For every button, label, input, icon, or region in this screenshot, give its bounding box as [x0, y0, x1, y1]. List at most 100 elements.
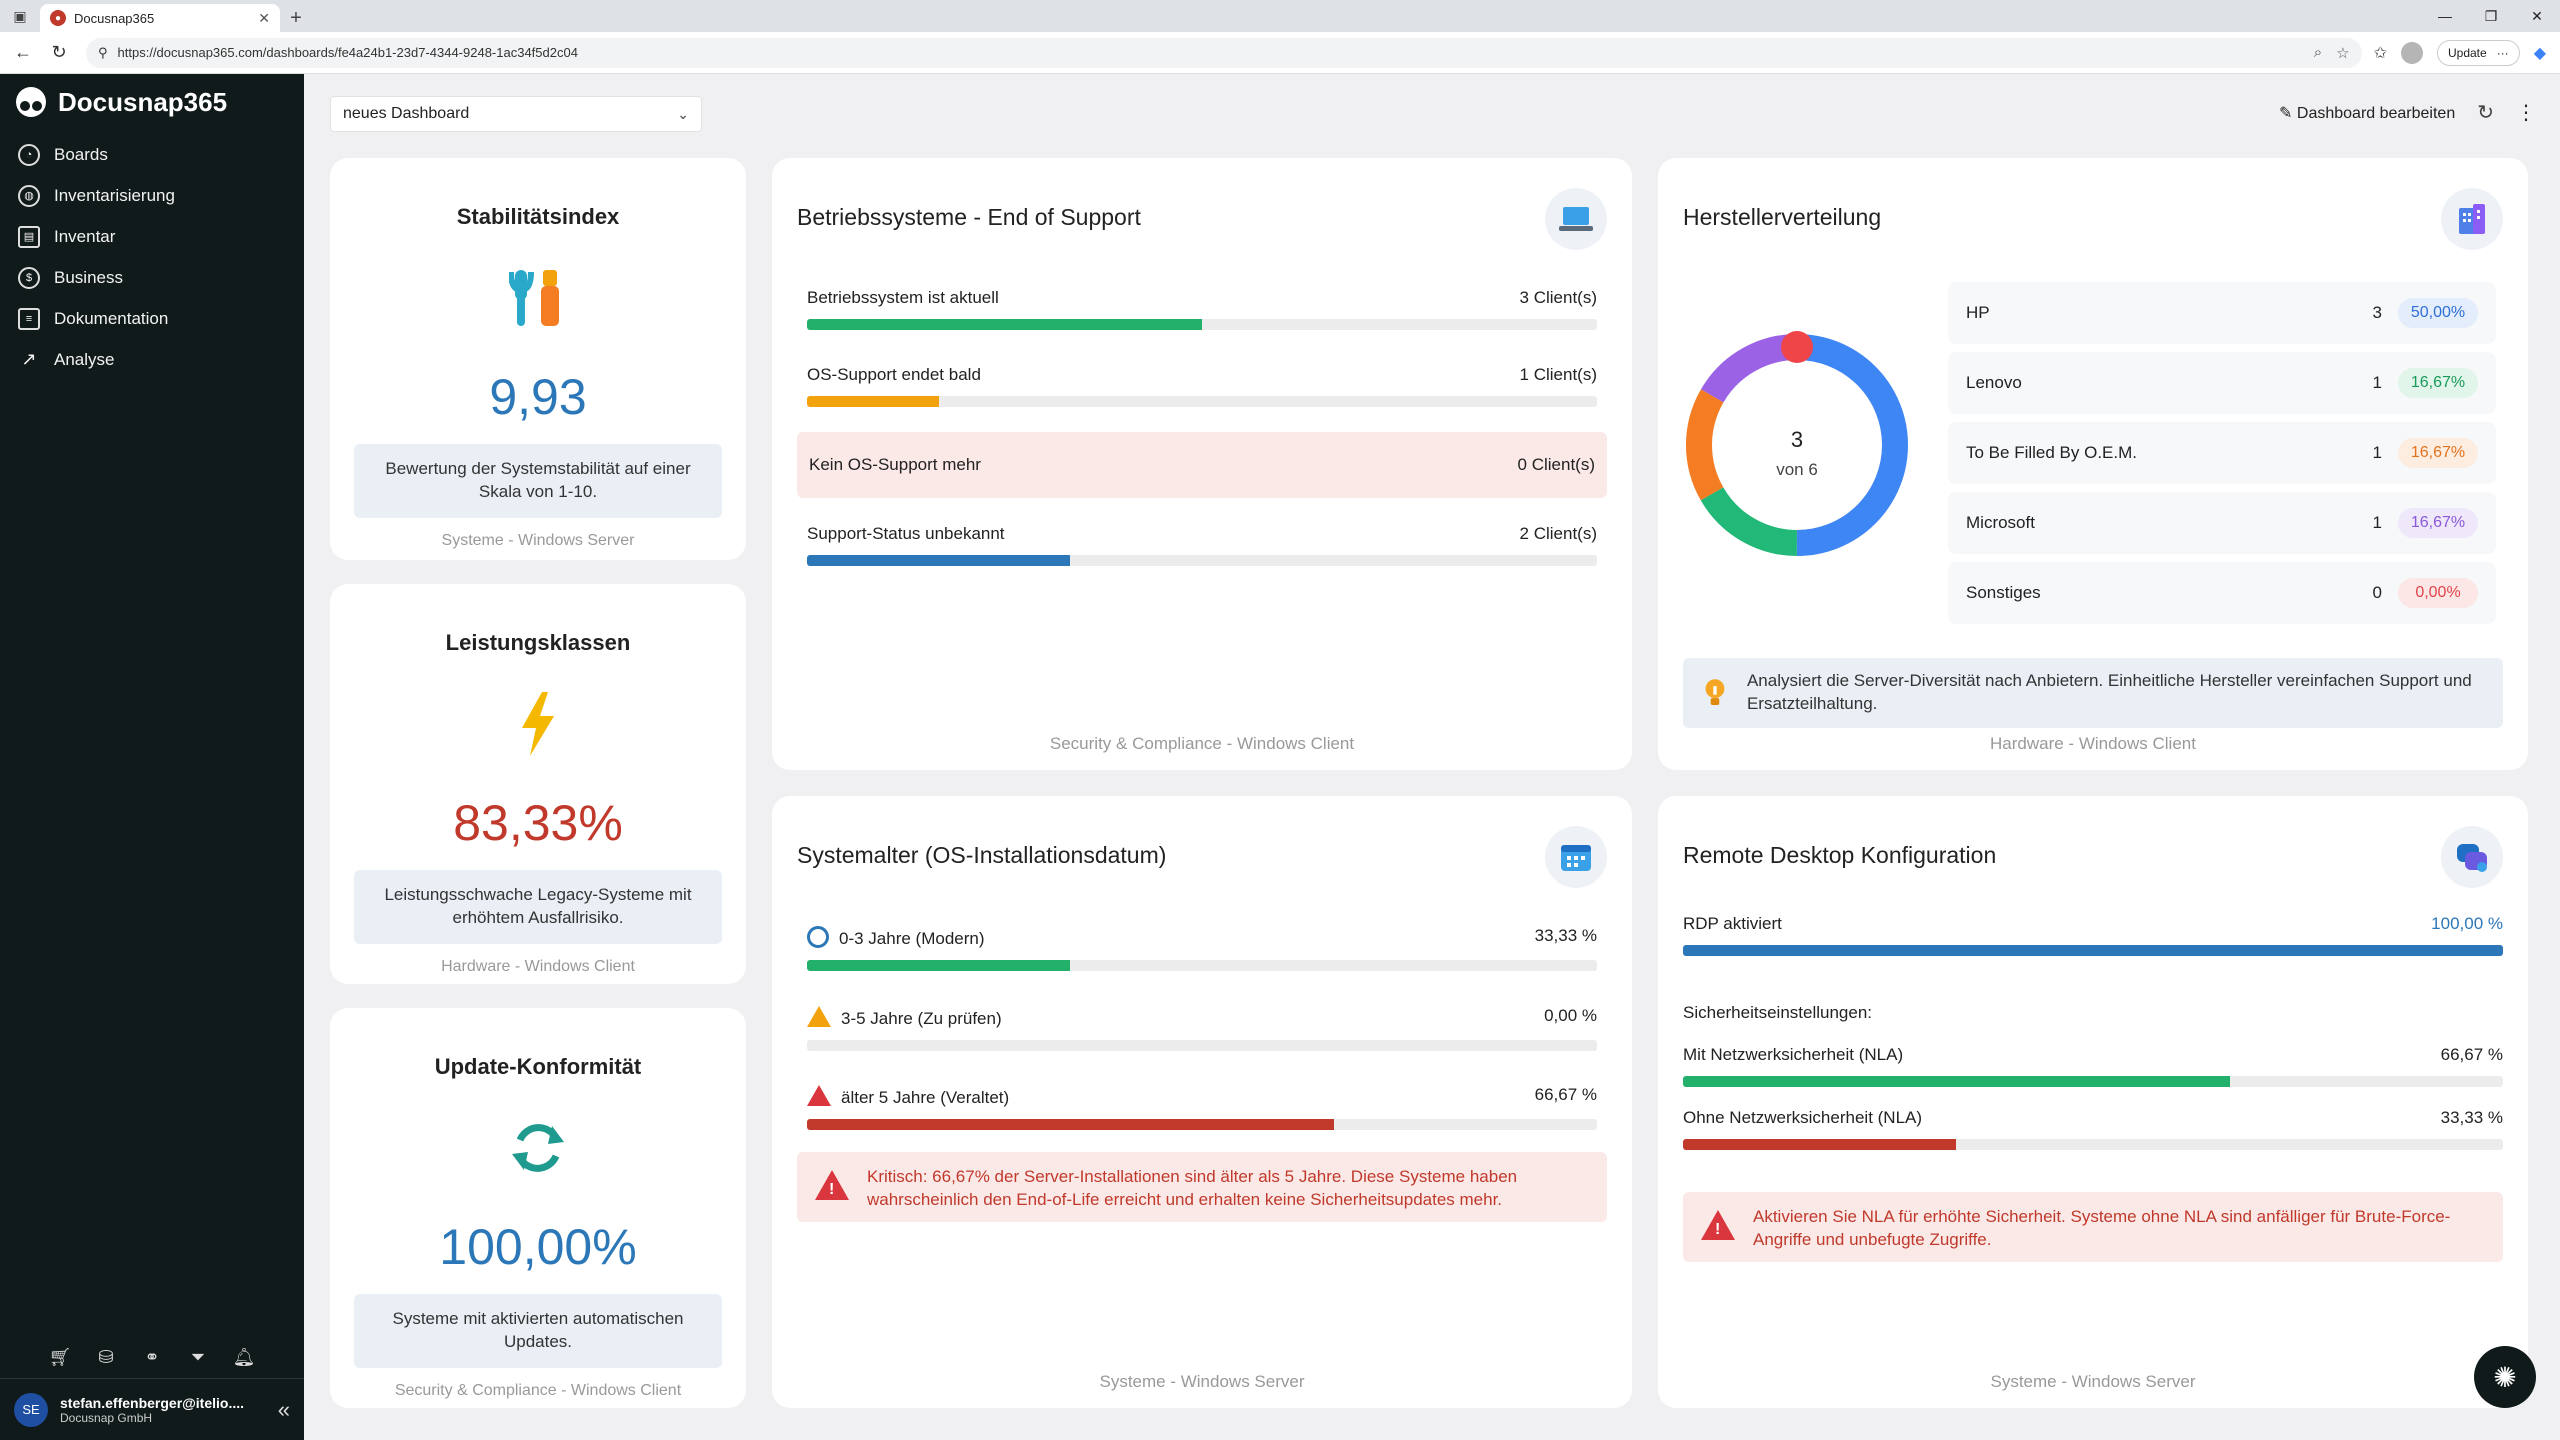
url-text: https://docusnap365.com/dashboards/fe4a2…	[117, 45, 578, 60]
sidebar-item-business[interactable]: $ Business	[0, 257, 304, 298]
favorites-icon[interactable]: ✩	[2373, 44, 2387, 62]
help-button[interactable]: ✺	[2474, 1346, 2536, 1408]
vendor-count: 0	[2372, 583, 2382, 602]
sidebar-item-dokumentation[interactable]: ≡ Dokumentation	[0, 298, 304, 339]
age-row: 3-5 Jahre (Zu prüfen) 0,00 %	[807, 1006, 1597, 1051]
vendor-name: To Be Filled By O.E.M.	[1966, 443, 2137, 462]
progress-track	[1683, 1076, 2503, 1087]
progress-track	[807, 555, 1597, 566]
avatar: SE	[14, 1392, 48, 1427]
refresh-icon[interactable]: ↻	[2477, 102, 2494, 124]
update-card: Update-Konformität 100,00% Systeme mit a…	[330, 1008, 746, 1408]
close-window-icon[interactable]: ✕	[2531, 7, 2543, 24]
tab-title: Docusnap365	[74, 10, 155, 26]
favorite-star-icon[interactable]: ☆	[2336, 44, 2350, 62]
user-profile[interactable]: SE stefan.effenberger@itelio.... Docusna…	[0, 1378, 304, 1440]
progress-track	[807, 319, 1597, 330]
tab-actions-icon[interactable]: ▣	[13, 7, 27, 24]
bell-icon[interactable]: 🔔︎	[232, 1347, 256, 1367]
card-footer: Security & Compliance - Windows Client	[394, 1381, 682, 1399]
row-value: 33,33 %	[2440, 1108, 2503, 1127]
vendor-row: Lenovo 1 16,67%	[1948, 352, 2496, 414]
back-icon[interactable]: ←	[14, 42, 32, 62]
performance-value: 83,33%	[453, 795, 623, 851]
progress-track	[807, 1040, 1597, 1051]
performance-description: Leistungsschwache Legacy-Systeme mit erh…	[354, 870, 722, 944]
progress-track	[1683, 1139, 2503, 1150]
copilot-icon[interactable]: ◆	[2533, 44, 2546, 62]
card-footer: Hardware - Windows Client	[1990, 734, 2196, 753]
os-row: Support-Status unbekannt 2 Client(s)	[807, 524, 1597, 566]
vendor-info-box: Analysiert die Server-Diversität nach An…	[1683, 658, 2503, 728]
sidebar-item-inventar[interactable]: ▤ Inventar	[0, 216, 304, 257]
donut-segment-to-be-filled-by-o-e-m-	[1686, 334, 1908, 556]
vendor-count: 3	[2372, 303, 2382, 322]
rdp-enabled-row: RDP aktiviert 100,00 %	[1683, 914, 2503, 956]
address-bar[interactable]: ⚲ https://docusnap365.com/dashboards/fe4…	[86, 37, 2362, 68]
docusnap-logo	[16, 87, 46, 117]
row-value: 66,67 %	[2440, 1045, 2503, 1064]
sidebar-item-inventarisierung[interactable]: ◍ Inventarisierung	[0, 175, 304, 216]
clock-icon	[807, 926, 829, 948]
progress-fill	[807, 319, 1202, 330]
browser-tab[interactable]: ● Docusnap365 ✕	[40, 4, 280, 32]
cart-icon[interactable]: 🛒︎	[48, 1347, 72, 1367]
sidebar-item-boards[interactable]: ◔ Boards	[0, 134, 304, 175]
row-value: 66,67 %	[1534, 1085, 1597, 1104]
progress-fill	[807, 396, 939, 407]
row-value: 2 Client(s)	[1519, 524, 1597, 543]
reload-icon[interactable]: ↻	[51, 42, 67, 62]
pencil-icon: ✎	[2279, 104, 2293, 122]
laptop-icon	[1545, 188, 1607, 250]
alert-triangle-icon	[815, 1170, 849, 1201]
new-tab-button[interactable]: +	[290, 6, 302, 29]
vendor-count: 1	[2372, 513, 2382, 532]
progress-track	[807, 1119, 1597, 1130]
row-label: Mit Netzwerksicherheit (NLA)	[1683, 1045, 1904, 1064]
row-value: 1 Client(s)	[1519, 365, 1597, 384]
vendor-donut-chart: 3 von 6	[1686, 331, 1908, 556]
vendor-name: Microsoft	[1966, 513, 2035, 532]
browser-update-button[interactable]: Update ···	[2436, 39, 2520, 66]
site-info-icon[interactable]: ⚲	[98, 44, 108, 60]
more-options-icon[interactable]: ⋮	[2516, 102, 2536, 124]
tools-icon	[330, 258, 746, 338]
progress-fill	[1683, 1076, 2230, 1087]
card-footer: Hardware - Windows Client	[441, 957, 635, 975]
database-icon[interactable]: ⛁	[98, 1347, 114, 1367]
sidebar-item-label: Boards	[54, 144, 108, 164]
alert-text: Kritisch: 66,67% der Server-Installation…	[867, 1167, 1518, 1209]
card-title: Betriebssysteme - End of Support	[797, 204, 1141, 230]
zoom-icon[interactable]: ⌕	[2313, 43, 2323, 61]
brand[interactable]: Docusnap365	[0, 74, 304, 130]
card-footer: Security & Compliance - Windows Client	[1049, 734, 1355, 753]
row-value: 0 Client(s)	[1517, 455, 1595, 474]
progress-fill	[1683, 945, 2503, 956]
profile-avatar[interactable]	[2400, 41, 2423, 64]
alert-triangle-icon	[1701, 1210, 1735, 1241]
sidebar-tools: 🛒︎ ⛁ ⚭ ⏷ 🔔︎	[0, 1347, 304, 1368]
close-tab-icon[interactable]: ✕	[258, 9, 270, 26]
docusnap-favicon: ●	[50, 10, 66, 26]
update-label: Update	[2447, 45, 2487, 60]
connections-icon[interactable]: ⚭	[144, 1347, 160, 1367]
sysage-alert: Kritisch: 66,67% der Server-Installation…	[797, 1152, 1607, 1222]
alert-icon	[807, 1085, 831, 1106]
filter-icon[interactable]: ⏷	[190, 1347, 206, 1367]
restore-icon[interactable]: ❐	[2484, 7, 2498, 24]
collapse-sidebar-icon[interactable]: «	[277, 1396, 290, 1422]
edit-dashboard-label: Dashboard bearbeiten	[2296, 104, 2456, 122]
minimize-icon[interactable]: —	[2438, 8, 2452, 24]
lightbulb-icon	[1705, 679, 1725, 705]
progress-fill	[807, 960, 1071, 971]
edit-dashboard-button[interactable]: ✎ Dashboard bearbeiten	[2279, 103, 2455, 123]
chevron-down-icon: ⌄	[677, 105, 689, 122]
sidebar-item-analyse[interactable]: ↗ Analyse	[0, 339, 304, 380]
row-label: Betriebssystem ist aktuell	[807, 288, 999, 307]
update-value: 100,00%	[439, 1219, 637, 1275]
dashboard-select[interactable]: neues Dashboard ⌄	[330, 96, 702, 132]
card-title: Update-Konformität	[434, 1054, 642, 1079]
browser-tabstrip: ▣ ● Docusnap365 ✕ + — ❐ ✕	[0, 0, 2560, 32]
progress-track	[807, 960, 1597, 971]
age-row: 0-3 Jahre (Modern) 33,33 %	[807, 926, 1597, 971]
